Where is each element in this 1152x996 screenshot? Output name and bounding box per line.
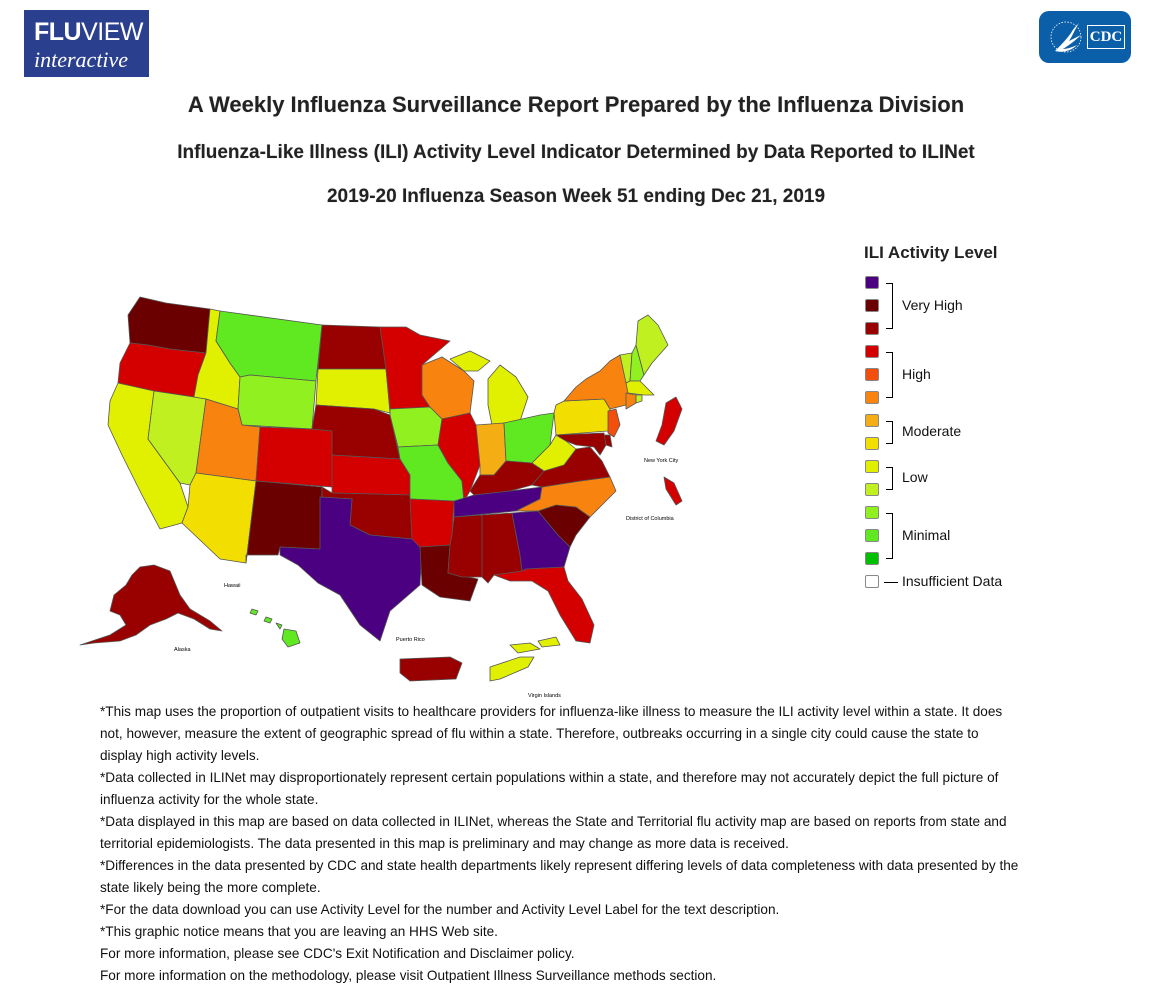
territory-virgin-islands[interactable] bbox=[489, 636, 561, 682]
map-label-new-york-city: New York City bbox=[644, 458, 678, 464]
state-arkansas[interactable] bbox=[409, 498, 455, 548]
state-wyoming[interactable] bbox=[237, 374, 317, 430]
territory-puerto-rico[interactable] bbox=[399, 656, 463, 682]
state-arizona[interactable] bbox=[181, 472, 257, 564]
legend-swatch bbox=[865, 368, 879, 381]
state-maryland[interactable] bbox=[555, 432, 607, 456]
ili-activity-legend: ILI Activity Level Very High High Modera… bbox=[864, 243, 1044, 603]
state-new-jersey[interactable] bbox=[607, 408, 621, 438]
state-massachusetts[interactable] bbox=[625, 380, 655, 396]
map-label-puerto-rico: Puerto Rico bbox=[396, 637, 425, 643]
note-text: *Data displayed in this map are based on… bbox=[100, 814, 1007, 851]
map-label-alaska: Alaska bbox=[174, 647, 191, 653]
ili-activity-map: Hawaii Alaska Puerto Rico Virgin Islands… bbox=[79, 296, 683, 699]
legend-swatch bbox=[865, 345, 879, 358]
note-text: *This graphic notice means that you are … bbox=[100, 924, 498, 939]
note-methodology-link[interactable]: For more information on the methodology,… bbox=[100, 968, 717, 983]
legend-swatch bbox=[865, 414, 879, 427]
state-new-hampshire[interactable] bbox=[629, 344, 645, 382]
map-label-hawaii: Hawaii bbox=[224, 583, 241, 589]
state-kansas[interactable] bbox=[331, 454, 411, 496]
state-colorado[interactable] bbox=[255, 426, 333, 488]
note-text: *This map uses the proportion of outpati… bbox=[100, 704, 1003, 763]
state-pennsylvania[interactable] bbox=[553, 398, 611, 436]
legend-swatch bbox=[865, 552, 879, 565]
legend-title: ILI Activity Level bbox=[864, 243, 998, 262]
state-west-virginia[interactable] bbox=[531, 434, 577, 472]
legend-label-low: Low bbox=[902, 469, 928, 485]
cdc-logo-text: CDC bbox=[1087, 25, 1125, 49]
state-north-dakota[interactable] bbox=[317, 324, 387, 370]
legend-label-minimal: Minimal bbox=[902, 527, 951, 543]
legend-swatch bbox=[865, 529, 879, 542]
legend-label-very-high: Very High bbox=[902, 297, 963, 313]
notes-section: *This map uses the proportion of outpati… bbox=[100, 701, 1020, 987]
legend-label-insufficient: Insufficient Data bbox=[902, 573, 1003, 589]
state-south-dakota[interactable] bbox=[315, 368, 391, 414]
legend-swatch bbox=[865, 575, 879, 588]
state-north-carolina[interactable] bbox=[515, 476, 617, 518]
state-illinois[interactable] bbox=[437, 412, 481, 502]
state-connecticut[interactable] bbox=[625, 392, 637, 410]
legend-bracket-high bbox=[886, 352, 893, 398]
legend-swatch bbox=[865, 437, 879, 450]
state-alaska[interactable] bbox=[79, 564, 223, 646]
fluview-logo-top: FLUVIEW bbox=[34, 18, 144, 46]
state-mississippi[interactable] bbox=[447, 514, 483, 578]
legend-bracket-minimal bbox=[886, 513, 893, 559]
legend-bracket-moderate bbox=[886, 421, 893, 444]
state-hawaii[interactable] bbox=[249, 608, 301, 648]
legend-dash-insufficient bbox=[884, 582, 898, 583]
legend-bracket-low bbox=[886, 467, 893, 490]
page-title: A Weekly Influenza Surveillance Report P… bbox=[187, 92, 965, 117]
season-week-title: 2019-20 Influenza Season Week 51 ending … bbox=[326, 186, 826, 207]
legend-swatch bbox=[865, 391, 879, 404]
district-of-columbia-inset[interactable] bbox=[663, 476, 683, 506]
state-rhode-island[interactable] bbox=[635, 394, 643, 404]
map-label-district-of-columbia: District of Columbia bbox=[626, 516, 675, 522]
note-text: *For the data download you can use Activ… bbox=[100, 902, 780, 917]
legend-label-moderate: Moderate bbox=[902, 423, 962, 439]
note-text: *Differences in the data presented by CD… bbox=[100, 858, 1019, 895]
legend-swatch bbox=[865, 299, 879, 312]
note-text: *Data collected in ILINet may disproport… bbox=[100, 770, 999, 807]
fluview-logo[interactable]: FLUVIEW interactive bbox=[24, 10, 149, 77]
legend-swatch bbox=[865, 460, 879, 473]
state-iowa[interactable] bbox=[389, 406, 443, 448]
note-exit-notification-link[interactable]: For more information, please see CDC's E… bbox=[100, 946, 575, 961]
hhs-eagle-icon bbox=[1050, 21, 1082, 53]
legend-bracket-very-high bbox=[886, 283, 893, 329]
legend-swatch bbox=[865, 322, 879, 335]
state-michigan[interactable] bbox=[449, 350, 529, 426]
state-florida[interactable] bbox=[493, 566, 595, 644]
state-maine[interactable] bbox=[635, 314, 669, 376]
new-york-city-inset[interactable] bbox=[655, 396, 683, 446]
legend-swatch bbox=[865, 483, 879, 496]
cdc-logo[interactable]: CDC bbox=[1039, 11, 1131, 63]
state-texas[interactable] bbox=[279, 496, 423, 642]
page-subtitle: Influenza-Like Illness (ILI) Activity Le… bbox=[177, 142, 975, 163]
legend-label-high: High bbox=[902, 366, 931, 382]
map-label-virgin-islands: Virgin Islands bbox=[528, 693, 561, 699]
legend-swatch bbox=[865, 276, 879, 289]
fluview-logo-bottom: interactive bbox=[34, 47, 129, 72]
legend-swatch bbox=[865, 506, 879, 519]
